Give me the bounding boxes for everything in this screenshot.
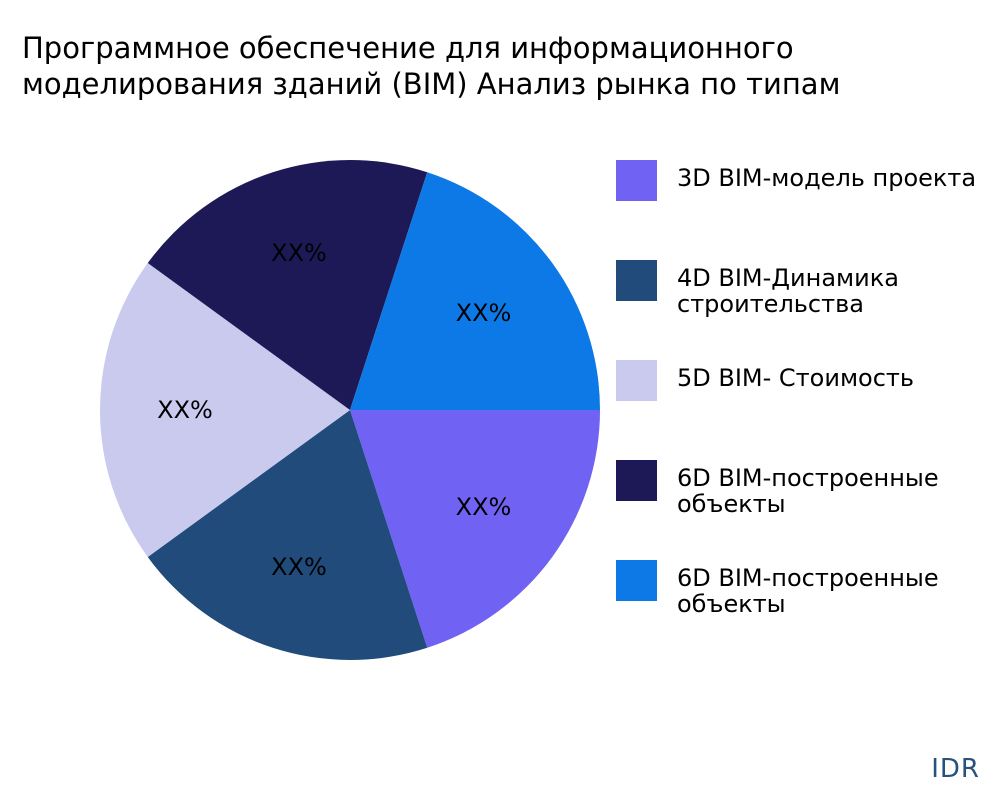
legend-item-4d: 4D BIM-Динамика строительства [616,260,1000,320]
pie-slice-2 [147,410,428,660]
legend-item-5d: 5D BIM- Стоимость [616,360,1000,420]
legend-item-6d-first: 6D BIM-построенные объекты [616,460,1000,520]
legend-swatch-5d [616,360,657,401]
legend-label-6d-second-line-1: 6D BIM-построенные [677,564,939,592]
legend-label-6d-first-line-2: объекты [677,490,786,518]
pie-slice-1 [350,410,600,648]
legend-label-4d-line-2: строительства [677,290,864,318]
legend-swatch-3d [616,160,657,201]
legend-swatch-6d-second [616,560,657,601]
legend-swatch-6d-first [616,460,657,501]
legend-label-6d-second-line-2: объекты [677,590,786,618]
legend-label-6d-first-line-1: 6D BIM-построенные [677,464,939,492]
legend-item-6d-second: 6D BIM-построенные объекты [616,560,1000,620]
legend-swatch-4d [616,260,657,301]
pie-slice-label-5: XX% [456,299,512,327]
chart-title-line-1: Программное обеспечение для информационн… [22,31,794,65]
legend-label-4d: 4D BIM-Динамика строительства [677,265,899,317]
legend-label-5d-line-1: 5D BIM- Стоимость [677,364,915,392]
pie-slice-label-3: XX% [157,396,213,424]
legend-label-5d: 5D BIM- Стоимость [677,365,914,391]
legend-label-3d: 3D BIM-модель проекта [677,165,976,191]
pie-slice-4 [147,160,428,410]
legend-label-6d-first: 6D BIM-построенные объекты [677,465,939,517]
chart-title-line-2: моделирования зданий (BIM) Анализ рынка … [22,67,841,101]
chart-title: Программное обеспечение для информационн… [22,30,840,102]
pie-slice-5 [350,172,600,410]
pie-slice-label-1: XX% [456,493,512,521]
legend-label-4d-line-1: 4D BIM-Динамика [677,264,899,292]
pie-slice-label-2: XX% [271,553,327,581]
brand-logo-text: IDR [931,754,980,784]
pie-slice-label-4: XX% [271,239,327,267]
pie-slice-3 [100,263,350,557]
legend-label-6d-second: 6D BIM-построенные объекты [677,565,939,617]
legend-label-3d-line-1: 3D BIM-модель проекта [677,164,977,192]
legend-item-3d: 3D BIM-модель проекта [616,160,1000,220]
